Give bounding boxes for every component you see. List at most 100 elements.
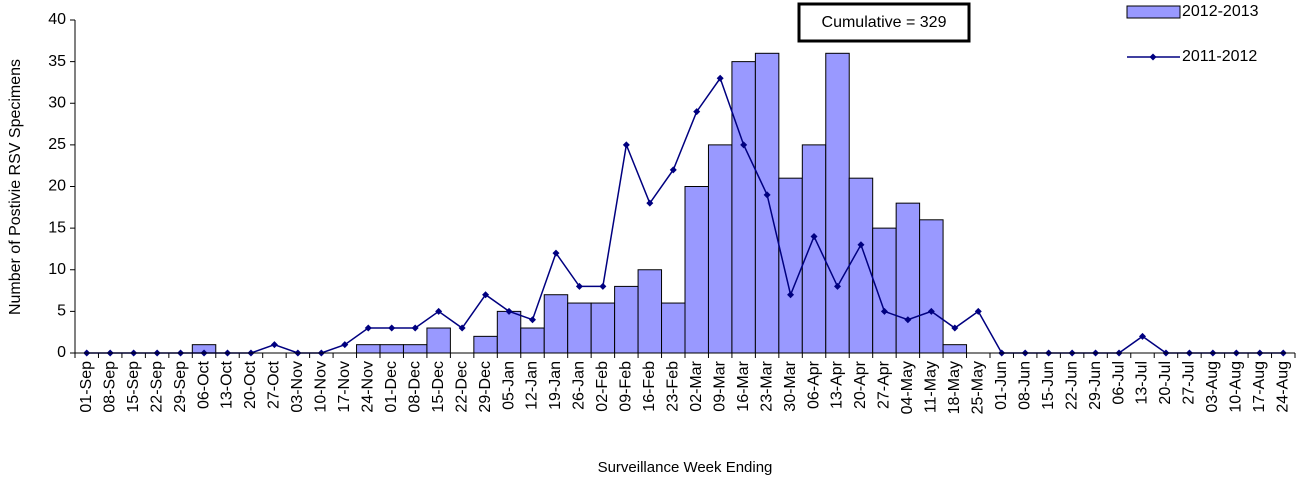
- bar: [919, 219, 944, 354]
- x-tick-label: 13-Apr: [829, 360, 846, 409]
- x-tick-label: 18-May: [946, 361, 963, 414]
- y-tick-label: 0: [57, 344, 66, 361]
- x-tick-label: 06-Jul: [1110, 361, 1127, 405]
- bar: [684, 186, 709, 354]
- marker: [388, 324, 396, 332]
- x-tick-label: 09-Mar: [711, 360, 728, 411]
- x-tick-label: 12-Jan: [524, 361, 541, 410]
- legend-label: 2011-2012: [1182, 48, 1257, 65]
- marker: [974, 307, 982, 315]
- x-tick-label: 17-Nov: [336, 361, 353, 413]
- x-tick-label: 20-Apr: [852, 360, 869, 409]
- y-tick-label: 20: [48, 178, 66, 195]
- bar: [778, 177, 803, 354]
- x-tick-label: 15-Sep: [125, 361, 142, 413]
- x-tick-label: 24-Aug: [1274, 361, 1291, 413]
- y-tick-label: 10: [48, 261, 66, 278]
- marker: [904, 316, 912, 324]
- marker: [787, 291, 795, 299]
- marker: [482, 291, 490, 299]
- marker: [458, 324, 466, 332]
- bar: [543, 294, 569, 354]
- bar: [825, 52, 850, 354]
- x-tick-label: 22-Dec: [453, 361, 470, 413]
- x-tick-label: 01-Sep: [78, 361, 95, 413]
- x-tick-label: 13-Jul: [1134, 361, 1151, 405]
- marker: [693, 108, 701, 116]
- x-tick-label: 15-Jun: [1040, 361, 1057, 410]
- marker: [575, 282, 583, 290]
- x-tick-label: 30-Mar: [782, 360, 799, 411]
- y-tick-label: 35: [48, 53, 66, 70]
- bar: [402, 344, 428, 354]
- x-tick-label: 05-Jan: [500, 361, 517, 410]
- bar: [426, 327, 451, 354]
- marker: [669, 166, 677, 174]
- marker: [599, 282, 607, 290]
- x-tick-label: 27-Oct: [266, 360, 283, 409]
- x-tick-label: 13-Oct: [219, 360, 236, 409]
- bar: [356, 344, 381, 354]
- x-tick-label: 15-Dec: [430, 361, 447, 413]
- x-tick-label: 01-Jun: [993, 361, 1010, 410]
- bar: [473, 335, 498, 354]
- marker: [857, 241, 865, 249]
- marker: [435, 307, 443, 315]
- bar: [614, 285, 639, 354]
- bar: [496, 310, 522, 354]
- marker: [341, 341, 349, 349]
- x-tick-label: 09-Feb: [618, 361, 635, 412]
- marker: [364, 324, 372, 332]
- x-tick-label: 08-Dec: [406, 361, 423, 413]
- y-tick-label: 15: [48, 219, 66, 236]
- x-tick-label: 04-May: [899, 361, 916, 414]
- y-axis-title: Number of Postivie RSV Specimens: [7, 59, 24, 315]
- bar: [707, 144, 733, 354]
- x-tick-label: 01-Dec: [383, 361, 400, 413]
- marker: [1139, 332, 1146, 340]
- x-tick-label: 16-Mar: [735, 360, 752, 411]
- x-axis-title: Surveillance Week Ending: [598, 459, 773, 476]
- x-tick-label: 11-May: [923, 361, 940, 413]
- x-tick-label: 23-Feb: [664, 361, 681, 412]
- marker: [834, 282, 841, 290]
- bar: [801, 144, 827, 354]
- bar: [942, 344, 968, 354]
- bar: [661, 302, 686, 354]
- marker: [880, 307, 888, 315]
- bar: [567, 302, 592, 354]
- y-tick-label: 30: [48, 94, 66, 111]
- marker: [411, 324, 419, 332]
- marker: [552, 249, 560, 257]
- x-tick-label: 20-Jul: [1157, 361, 1174, 405]
- bar: [520, 327, 545, 354]
- legend-label: 2012-2013: [1182, 3, 1259, 20]
- x-tick-label: 19-Jan: [547, 361, 564, 410]
- x-tick-label: 24-Nov: [359, 361, 376, 413]
- x-tick-label: 25-May: [969, 361, 986, 414]
- marker: [716, 74, 724, 82]
- bar: [590, 302, 616, 354]
- legend-swatch: [1126, 5, 1181, 19]
- y-tick-label: 5: [57, 303, 66, 320]
- x-tick-label: 20-Oct: [242, 360, 259, 409]
- x-tick-label: 17-Aug: [1251, 361, 1268, 413]
- x-tick-label: 27-Jul: [1181, 361, 1198, 405]
- marker: [529, 316, 536, 324]
- x-tick-label: 02-Feb: [594, 361, 611, 412]
- x-tick-label: 26-Jan: [571, 361, 588, 410]
- x-tick-label: 22-Sep: [148, 361, 165, 413]
- x-tick-label: 29-Dec: [477, 361, 494, 413]
- x-tick-label: 16-Feb: [641, 361, 658, 412]
- x-tick-label: 03-Nov: [289, 361, 306, 413]
- bar: [754, 52, 780, 354]
- bar: [895, 202, 921, 354]
- marker: [810, 232, 818, 240]
- bar: [731, 61, 756, 354]
- marker: [951, 324, 959, 332]
- x-tick-label: 08-Sep: [101, 361, 118, 413]
- bar: [848, 177, 874, 354]
- marker: [740, 141, 748, 149]
- x-tick-label: 06-Apr: [805, 360, 822, 409]
